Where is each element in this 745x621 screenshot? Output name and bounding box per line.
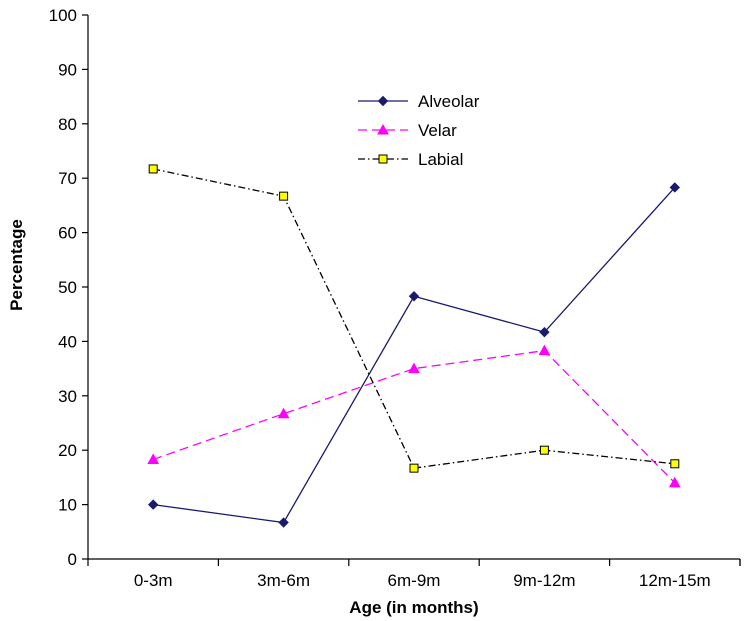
data-point-alveolar — [408, 291, 420, 302]
data-point-alveolar — [278, 517, 289, 528]
y-tick-label: 50 — [58, 278, 77, 297]
data-point-labial — [148, 164, 158, 174]
y-tick-label: 30 — [58, 387, 77, 406]
legend-label-alveolar: Alveolar — [418, 92, 480, 111]
x-tick-label: 3m-6m — [257, 571, 310, 590]
y-tick-label: 60 — [58, 224, 77, 243]
data-point-labial — [409, 463, 419, 473]
plot-area: 0 10 20 30 40 50 60 70 80 90 100 0-3m 3m-6m 6m-9m 9m-1… — [49, 6, 741, 590]
x-tick-label: 0-3m — [134, 571, 173, 590]
x-tick-label: 6m-9m — [388, 571, 441, 590]
y-tick-label: 90 — [58, 60, 77, 79]
series-line-velar — [152, 349, 676, 484]
y-axis-title: Percentage — [7, 219, 26, 311]
data-point-velar — [408, 362, 420, 374]
data-point-alveolar — [147, 499, 159, 510]
legend-marker-velar — [377, 123, 389, 135]
y-tick-label: 40 — [58, 332, 77, 351]
data-point-alveolar — [669, 182, 681, 193]
legend: Alveolar Velar Labial — [358, 92, 480, 169]
legend-label-velar: Velar — [418, 121, 457, 140]
y-tick-label: 70 — [58, 169, 77, 188]
data-point-velar — [147, 453, 160, 464]
y-tick-label: 80 — [58, 115, 77, 134]
y-tick-label: 0 — [68, 550, 77, 569]
y-tick-label: 20 — [58, 441, 77, 460]
legend-marker-labial — [378, 154, 388, 164]
data-point-alveolar — [539, 326, 550, 338]
x-axis-title: Age (in months) — [349, 598, 478, 617]
data-point-labial — [670, 459, 680, 469]
x-tick-label: 12m-15m — [639, 571, 711, 590]
series-line-labial — [153, 168, 675, 469]
data-point-labial — [539, 445, 549, 455]
legend-marker-alveolar — [377, 95, 389, 107]
data-point-velar — [668, 476, 681, 488]
x-tick-label: 9m-12m — [513, 571, 575, 590]
data-point-velar — [277, 407, 290, 419]
legend-label-labial: Labial — [418, 150, 463, 169]
data-point-velar — [538, 344, 551, 356]
y-tick-label: 10 — [58, 496, 77, 515]
y-tick-label: 100 — [49, 6, 77, 25]
data-point-labial — [279, 191, 289, 201]
